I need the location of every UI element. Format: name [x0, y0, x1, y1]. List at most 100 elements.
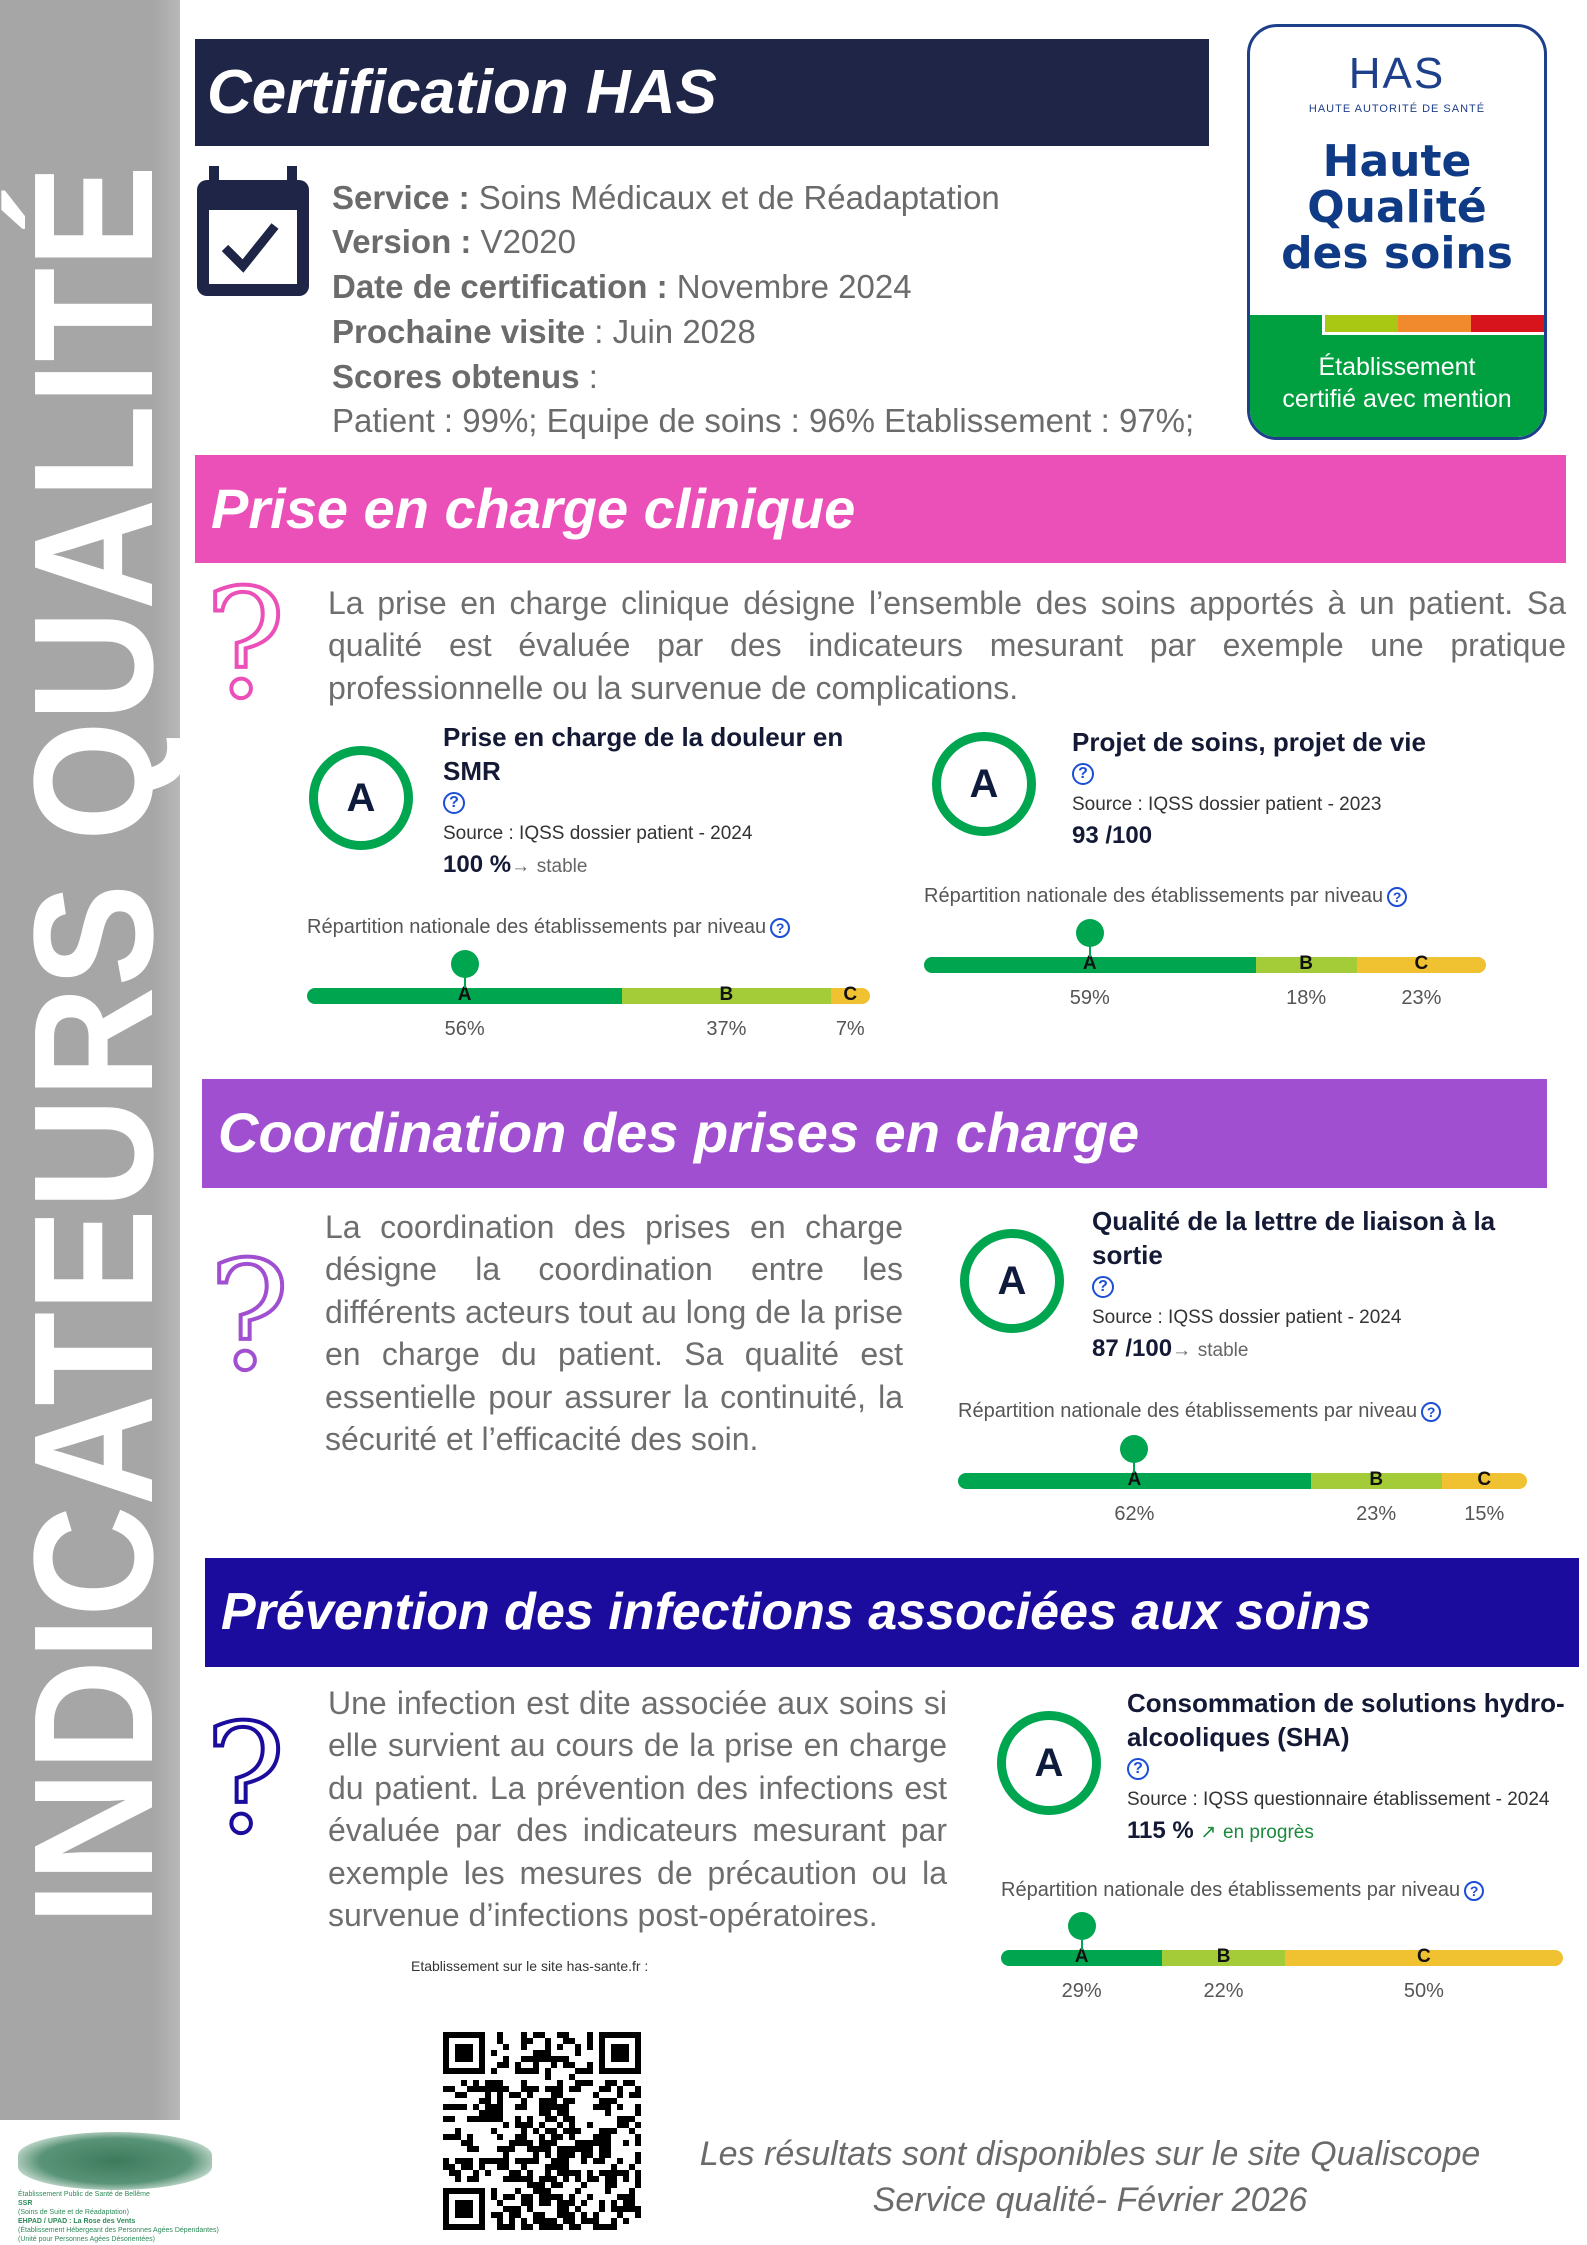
grade-badge: A — [997, 1711, 1101, 1815]
establishment-level-marker — [1120, 1435, 1149, 1473]
establishment-level-marker — [450, 950, 479, 988]
bar-segment-a: A 56% — [307, 984, 623, 1040]
section-description: La prise en charge clinique désigne l’en… — [328, 585, 1566, 706]
indicator-card: Qualité de la lettre de liaison à la sor… — [1092, 1204, 1532, 1366]
help-icon[interactable]: ? — [1421, 1401, 1442, 1422]
level-label: B — [1216, 1946, 1231, 1967]
help-icon[interactable]: ? — [770, 917, 791, 938]
indicator-score: 100 %→ stable — [443, 851, 588, 878]
qr-caption: Etablissement sur le site has-sante.fr : — [411, 1958, 649, 1974]
level-percent: 50% — [1403, 1980, 1444, 2002]
section-description: Une infection est dite associée aux soin… — [328, 1685, 947, 1934]
level-label: A — [1127, 1469, 1142, 1490]
level-label: C — [843, 984, 858, 1005]
help-icon[interactable]: ? — [1464, 1880, 1485, 1901]
page-title: Certification HAS — [195, 39, 1209, 146]
trend-arrow-icon: → — [511, 856, 531, 877]
service-line: Service : Soins Médicaux et de Réadaptat… — [332, 179, 1000, 216]
bar-segment-c: C 15% — [1441, 1469, 1527, 1525]
distribution-bar: A 29% B 22% C 50% — [1001, 1912, 1563, 2002]
scores-value-line: Patient : 99%; Equipe de soins : 96% Eta… — [332, 402, 1195, 439]
help-icon[interactable]: ? — [443, 792, 465, 814]
bar-segment-c: C 7% — [830, 984, 870, 1040]
level-percent: 15% — [1464, 1503, 1505, 1525]
section-title-infection-prevention: Prévention des infections associées aux … — [205, 1558, 1579, 1667]
bar-segment-c: C 23% — [1356, 953, 1486, 1009]
level-percent: 18% — [1286, 987, 1327, 1009]
bar-segment-a: A 62% — [958, 1469, 1311, 1525]
indicator-source: Source : IQSS dossier patient - 2024 — [1092, 1307, 1402, 1328]
has-brand: HAS — [1348, 49, 1446, 98]
level-percent: 59% — [1069, 987, 1110, 1009]
question-mark-icon: ? — [203, 558, 287, 732]
repartition-label: Répartition nationale des établissements… — [958, 1400, 1442, 1423]
help-icon[interactable]: ? — [1127, 1758, 1149, 1780]
indicator-score: 87 /100→ stable — [1092, 1335, 1249, 1362]
bar-segment-b: B 37% — [622, 984, 831, 1040]
level-percent: 23% — [1356, 1503, 1397, 1525]
trend-arrow-icon: ↗ — [1200, 1822, 1217, 1843]
calendar-check-icon — [197, 166, 309, 296]
indicator-card: Consommation de solutions hydro-alcooliq… — [1127, 1686, 1567, 1848]
scores-label-line: Scores obtenus : — [332, 358, 598, 395]
trend-label: en progrès — [1223, 1822, 1314, 1843]
question-mark-icon: ? — [203, 1693, 287, 1867]
level-percent: 22% — [1203, 1980, 1244, 2002]
level-label: A — [457, 984, 472, 1005]
establishment-level-marker — [1067, 1912, 1096, 1950]
level-percent: 29% — [1061, 1980, 1102, 2002]
repartition-label: Répartition nationale des établissements… — [307, 916, 791, 939]
level-label: B — [1299, 953, 1314, 974]
level-label: B — [1369, 1469, 1384, 1490]
indicator-source: Source : IQSS dossier patient - 2023 — [1072, 794, 1382, 815]
footer-note: Les résultats sont disponibles sur le si… — [640, 2131, 1540, 2223]
level-percent: 7% — [835, 1018, 865, 1040]
visit-line: Prochaine visite : Juin 2028 — [332, 313, 756, 350]
distribution-bar: A 59% B 18% C 23% — [924, 919, 1486, 1009]
bar-segment-b: B 18% — [1255, 953, 1357, 1009]
help-icon[interactable]: ? — [1072, 763, 1094, 785]
level-label: C — [1414, 953, 1429, 974]
level-label: C — [1416, 1946, 1431, 1967]
grade-badge: A — [932, 732, 1036, 836]
distribution-bar: A 56% B 37% C 7% — [307, 950, 870, 1040]
date-line: Date de certification : Novembre 2024 — [332, 268, 912, 305]
bar-segment-b: B 23% — [1310, 1469, 1442, 1525]
trend-label: stable — [1197, 1340, 1249, 1361]
repartition-label: Répartition nationale des établissements… — [1001, 1879, 1485, 1902]
indicator-source: Source : IQSS dossier patient - 2024 — [443, 823, 753, 844]
trend-arrow-icon: → — [1172, 1340, 1192, 1361]
level-label: A — [1082, 953, 1097, 974]
has-certification-logo: HAS HAUTE AUTORITÉ DE SANTÉ Haute Qualité… — [1247, 24, 1547, 440]
level-percent: 62% — [1114, 1503, 1155, 1525]
indicator-title: Projet de soins, projet de vie — [1072, 727, 1426, 757]
question-mark-icon: ? — [207, 1230, 291, 1404]
section-title-clinical-care: Prise en charge clinique — [195, 455, 1566, 563]
version-line: Version : V2020 — [332, 223, 576, 260]
vertical-title: INDICATEURS QUALITÉ — [0, 165, 189, 1925]
indicator-title: Prise en charge de la douleur en SMR — [443, 722, 844, 786]
indicator-title: Qualité de la lettre de liaison à la sor… — [1092, 1206, 1496, 1270]
indicator-card: Prise en charge de la douleur en SMR ? S… — [443, 720, 893, 882]
establishment-text: Établissement Public de Santé de Bellême… — [18, 2191, 219, 2243]
section-description: La coordination des prises en charge dés… — [325, 1209, 903, 1458]
indicator-score: 93 /100 — [1072, 822, 1153, 849]
bar-segment-a: A 59% — [924, 953, 1256, 1009]
building-image — [18, 2132, 212, 2190]
has-mention-band: Établissement certifié avec mention — [1250, 315, 1544, 437]
distribution-bar: A 62% B 23% C 15% — [958, 1435, 1527, 1525]
has-mention-text: Établissement certifié avec mention — [1282, 353, 1512, 413]
level-label: B — [719, 984, 734, 1005]
indicator-source: Source : IQSS questionnaire établissemen… — [1127, 1789, 1550, 1810]
grade-badge: A — [309, 746, 413, 850]
level-percent: 23% — [1401, 987, 1442, 1009]
trend-label: stable — [536, 856, 588, 877]
help-icon[interactable]: ? — [1092, 1276, 1114, 1298]
qr-code[interactable] — [443, 2032, 641, 2230]
help-icon[interactable]: ? — [1387, 886, 1408, 907]
establishment-logo: Établissement Public de Santé de Bellême… — [0, 2120, 270, 2245]
section-title-coordination: Coordination des prises en charge — [202, 1079, 1547, 1188]
level-percent: 56% — [444, 1018, 485, 1040]
bar-segment-b: B 22% — [1162, 1946, 1285, 2002]
level-percent: 37% — [706, 1018, 747, 1040]
